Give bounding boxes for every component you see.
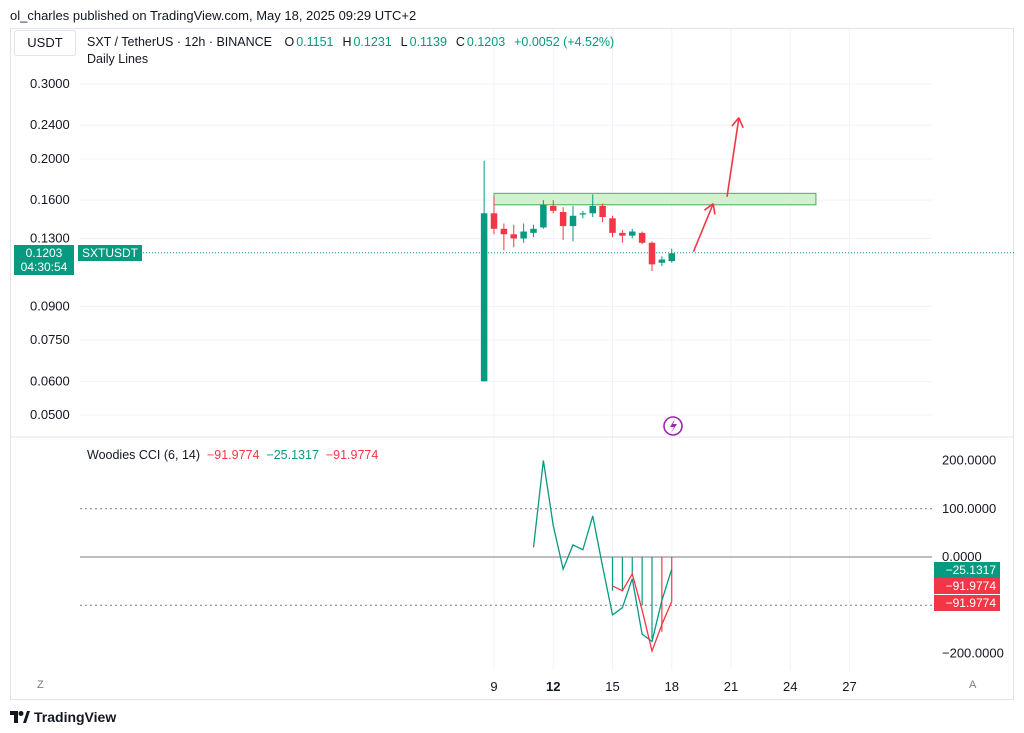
price-tick-label: 0.0750 bbox=[30, 332, 70, 347]
price-tick-label: 0.2000 bbox=[30, 151, 70, 166]
current-price-tag: 0.1203 04:30:54 bbox=[14, 245, 74, 275]
candle-body bbox=[579, 213, 587, 215]
candle-body bbox=[629, 231, 636, 236]
publisher-header: ol_charles published on TradingView.com,… bbox=[10, 8, 417, 23]
drawing-label[interactable]: Daily Lines bbox=[87, 52, 149, 66]
tradingview-logo-icon bbox=[10, 711, 30, 723]
lightning-icon[interactable] bbox=[663, 416, 683, 436]
candle-body bbox=[648, 242, 656, 265]
cci-value-1: −91.9774 bbox=[206, 448, 260, 462]
symbol-title[interactable]: SXT / TetherUS · 12h · BINANCE bbox=[87, 35, 273, 49]
candle-body bbox=[510, 234, 517, 239]
candle-body bbox=[550, 205, 557, 211]
time-tick-label: 24 bbox=[783, 679, 797, 694]
cci-tag-3: −91.9774 bbox=[934, 595, 1000, 611]
candle-body bbox=[609, 218, 616, 233]
cci-value-3: −91.9774 bbox=[325, 448, 379, 462]
arrow-head bbox=[703, 202, 714, 211]
price-tick-label: 0.0500 bbox=[30, 407, 70, 422]
cci-title: Woodies CCI (6, 14) bbox=[87, 448, 201, 462]
price-tick-label: 0.3000 bbox=[30, 76, 70, 91]
candle-body bbox=[500, 228, 508, 235]
candle-body bbox=[559, 212, 567, 227]
time-tick-label: 9 bbox=[490, 679, 497, 694]
cci-tick-label: −200.0000 bbox=[942, 646, 1004, 661]
change-value: +0.0052 (+4.52%) bbox=[514, 35, 615, 49]
price-tick-label: 0.0900 bbox=[30, 298, 70, 313]
candle-body bbox=[520, 231, 527, 239]
candle-body bbox=[530, 228, 537, 233]
projection-arrow bbox=[726, 117, 740, 197]
cci-tick-label: 200.0000 bbox=[942, 453, 996, 468]
time-tick-label: 12 bbox=[546, 679, 560, 694]
currency-button[interactable]: USDT bbox=[14, 30, 76, 56]
time-tick-label: 27 bbox=[842, 679, 856, 694]
time-tick-label: 18 bbox=[665, 679, 679, 694]
cci-tick-label: 100.0000 bbox=[942, 501, 996, 516]
close-value: 0.1203 bbox=[466, 35, 506, 49]
bar-countdown: 04:30:54 bbox=[20, 260, 68, 274]
candle-body bbox=[589, 205, 596, 214]
candle-body bbox=[658, 259, 666, 263]
time-tick-label: 21 bbox=[724, 679, 738, 694]
chart-frame bbox=[10, 28, 1014, 700]
symbol-legend: SXT / TetherUS · 12h · BINANCE O 0.1151 H… bbox=[87, 35, 615, 49]
arrow-head bbox=[731, 117, 740, 127]
price-tick-label: 0.0600 bbox=[30, 373, 70, 388]
high-value: 0.1231 bbox=[353, 35, 392, 49]
open-value: 0.1151 bbox=[296, 35, 334, 49]
candle-body bbox=[480, 213, 488, 382]
resistance-zone bbox=[493, 192, 817, 206]
cci-tag-2: −91.9774 bbox=[934, 578, 1000, 594]
candle-body bbox=[569, 215, 577, 227]
time-tick-label: 15 bbox=[605, 679, 619, 694]
low-value: 0.1139 bbox=[409, 35, 447, 49]
cci-value-2: −25.1317 bbox=[266, 448, 319, 462]
price-tick-label: 0.1600 bbox=[30, 192, 70, 207]
price-tick-label: 0.1300 bbox=[30, 230, 70, 245]
symbol-tag: SXTUSDT bbox=[78, 245, 143, 261]
cci-tag-1: −25.1317 bbox=[934, 562, 1000, 578]
candle-body bbox=[668, 253, 675, 262]
candle-body bbox=[490, 213, 498, 229]
candle-body bbox=[599, 205, 606, 218]
arrow-head bbox=[712, 203, 716, 215]
auto-scale-button[interactable]: A bbox=[969, 679, 977, 691]
candle-body bbox=[540, 204, 547, 228]
price-tick-label: 0.2400 bbox=[30, 117, 70, 132]
cci-series-line bbox=[612, 572, 673, 654]
tradingview-logo-text: TradingView bbox=[34, 709, 117, 725]
candle-body bbox=[638, 232, 646, 243]
tradingview-logo[interactable]: TradingView bbox=[10, 709, 116, 725]
cci-series-line bbox=[532, 460, 673, 643]
z-button[interactable]: Z bbox=[37, 679, 44, 691]
cci-legend[interactable]: Woodies CCI (6, 14) −91.9774 −25.1317 −9… bbox=[87, 448, 378, 462]
candle-body bbox=[619, 232, 626, 236]
arrow-head bbox=[738, 117, 744, 129]
current-price: 0.1203 bbox=[25, 246, 63, 260]
projection-arrow bbox=[692, 203, 714, 253]
cci-tick-label: 0.0000 bbox=[942, 549, 982, 564]
